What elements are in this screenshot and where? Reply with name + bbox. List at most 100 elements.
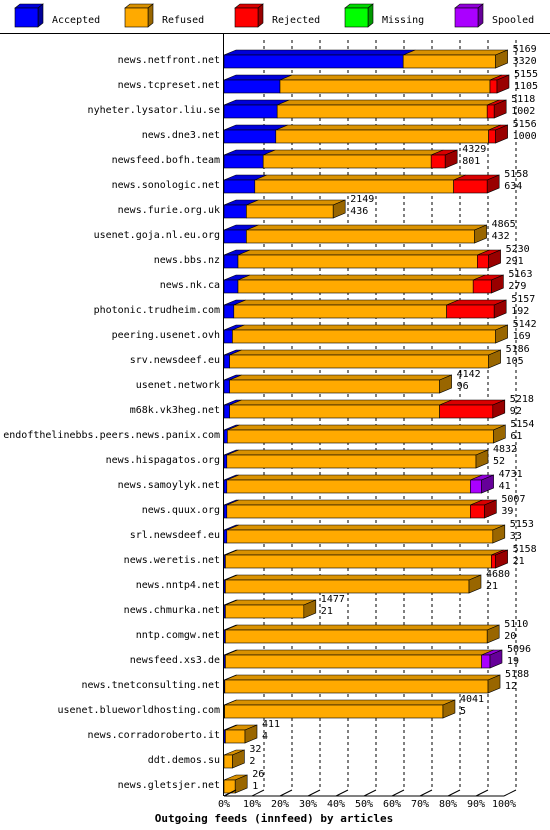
value-accepted: 801 [462, 156, 480, 167]
bar-refused [225, 579, 470, 594]
bar-refused [233, 304, 447, 319]
legend-swatch-refused [124, 7, 149, 28]
category-label: news.chmurka.net [124, 605, 220, 616]
value-total: 5158 [504, 169, 528, 180]
x-tick-label: 30% [299, 799, 317, 810]
x-tick-label: 10% [243, 799, 261, 810]
bar-accepted [223, 279, 239, 294]
bar-refused-top [226, 499, 483, 506]
value-total: 5218 [510, 394, 534, 405]
bar-accepted [223, 204, 247, 219]
value-total: 5118 [511, 94, 535, 105]
value-total: 411 [262, 719, 280, 730]
bar-refused [227, 429, 494, 444]
bar-refused [229, 404, 440, 419]
chart-legend: Accepted Refused Rejected Missing Spooled [14, 3, 534, 28]
category-label: news.furie.org.uk [118, 205, 220, 216]
bar-rejected-side [444, 149, 458, 169]
value-total: 4680 [486, 569, 510, 580]
value-total: 5142 [513, 319, 537, 330]
bar-accepted [223, 454, 228, 469]
category-label: news.nk.ca [160, 280, 220, 291]
x-tick-mark [475, 789, 489, 797]
value-accepted: 1 [252, 781, 258, 792]
bar-refused-side [442, 699, 456, 719]
bar-refused-top [226, 524, 505, 531]
value-total: 4832 [493, 444, 517, 455]
category-label: photonic.trudheim.com [94, 305, 220, 316]
bar-refused-top [246, 199, 346, 206]
bar-spooled-side [489, 649, 503, 669]
bar-refused-top [237, 249, 490, 256]
value-total: 5157 [511, 294, 535, 305]
bar-refused-top [277, 99, 500, 106]
category-label: srv.newsdeef.eu [130, 355, 220, 366]
bar-spooled [470, 479, 482, 494]
bar-refused-top [254, 174, 466, 181]
bar-refused-side [303, 599, 317, 619]
value-total: 5163 [508, 269, 532, 280]
bar-accepted [223, 254, 239, 269]
bar-rejected-side [496, 74, 510, 94]
x-axis: 0% 10% 20% 30% 40% 50% 60% 70% 80% 90% 100% [218, 789, 517, 810]
bar-rejected-side [493, 299, 507, 319]
category-label: news.samoylyk.net [118, 480, 220, 491]
category-label: news.bbs.nz [154, 255, 220, 266]
chart-bars [223, 49, 510, 794]
value-accepted: 436 [350, 206, 368, 217]
category-label: news.gletsjer.net [118, 780, 220, 791]
bar-refused [226, 504, 471, 519]
bar-refused [225, 604, 305, 619]
legend-swatch-spooled [454, 7, 479, 28]
bar-refused-side [475, 449, 489, 469]
bar-rejected [472, 279, 492, 294]
bar-rejected [491, 554, 496, 569]
bar-rejected-side [495, 549, 508, 569]
value-total: 5169 [513, 44, 537, 55]
value-total: 4142 [457, 369, 481, 380]
x-tick-mark [335, 789, 349, 797]
x-tick-label: 50% [355, 799, 373, 810]
value-accepted: 432 [492, 231, 510, 242]
value-accepted: 96 [457, 381, 469, 392]
category-label: nntp.comgw.net [136, 630, 220, 641]
x-tick-label: 90% [467, 799, 485, 810]
bar-refused [262, 154, 432, 169]
bar-refused-side [244, 724, 258, 744]
legend-label-refused: Refused [162, 15, 204, 26]
bar-refused-top [246, 224, 487, 231]
bar-rejected-side [491, 274, 504, 294]
bar-refused [224, 704, 444, 719]
x-tick-mark [447, 789, 461, 797]
value-accepted: 4 [262, 731, 268, 742]
category-label: news.quux.org [142, 505, 220, 516]
bar-refused-top [226, 449, 489, 456]
bar-accepted [223, 504, 228, 519]
bar-refused-top [229, 349, 501, 356]
category-label: news.weretis.net [124, 555, 220, 566]
x-tick-mark [503, 789, 517, 797]
bar-refused-side [493, 424, 506, 444]
bar-refused [237, 279, 474, 294]
bar-refused-side [468, 574, 482, 594]
legend-swatch-side [477, 3, 484, 28]
legend-swatch-side [257, 3, 264, 28]
value-accepted: 634 [504, 181, 522, 192]
value-accepted: 39 [501, 506, 513, 517]
x-tick-label: 20% [271, 799, 289, 810]
value-total: 1477 [321, 594, 345, 605]
bar-rejected-side [486, 174, 500, 194]
bar-accepted [223, 129, 277, 144]
bar-rejected [446, 304, 495, 319]
x-tick-label: 40% [327, 799, 345, 810]
x-tick-label: 100% [492, 799, 516, 810]
chart-title: Outgoing feeds (innfeed) by articles [155, 812, 393, 825]
value-total: 5156 [513, 119, 537, 130]
category-label: usenet.network [136, 380, 220, 391]
value-accepted: 279 [508, 281, 526, 292]
bar-rejected [486, 104, 495, 119]
bar-accepted [223, 154, 264, 169]
value-accepted: 1105 [514, 81, 538, 92]
x-tick-mark [251, 789, 265, 797]
bar-refused-top [224, 674, 501, 681]
